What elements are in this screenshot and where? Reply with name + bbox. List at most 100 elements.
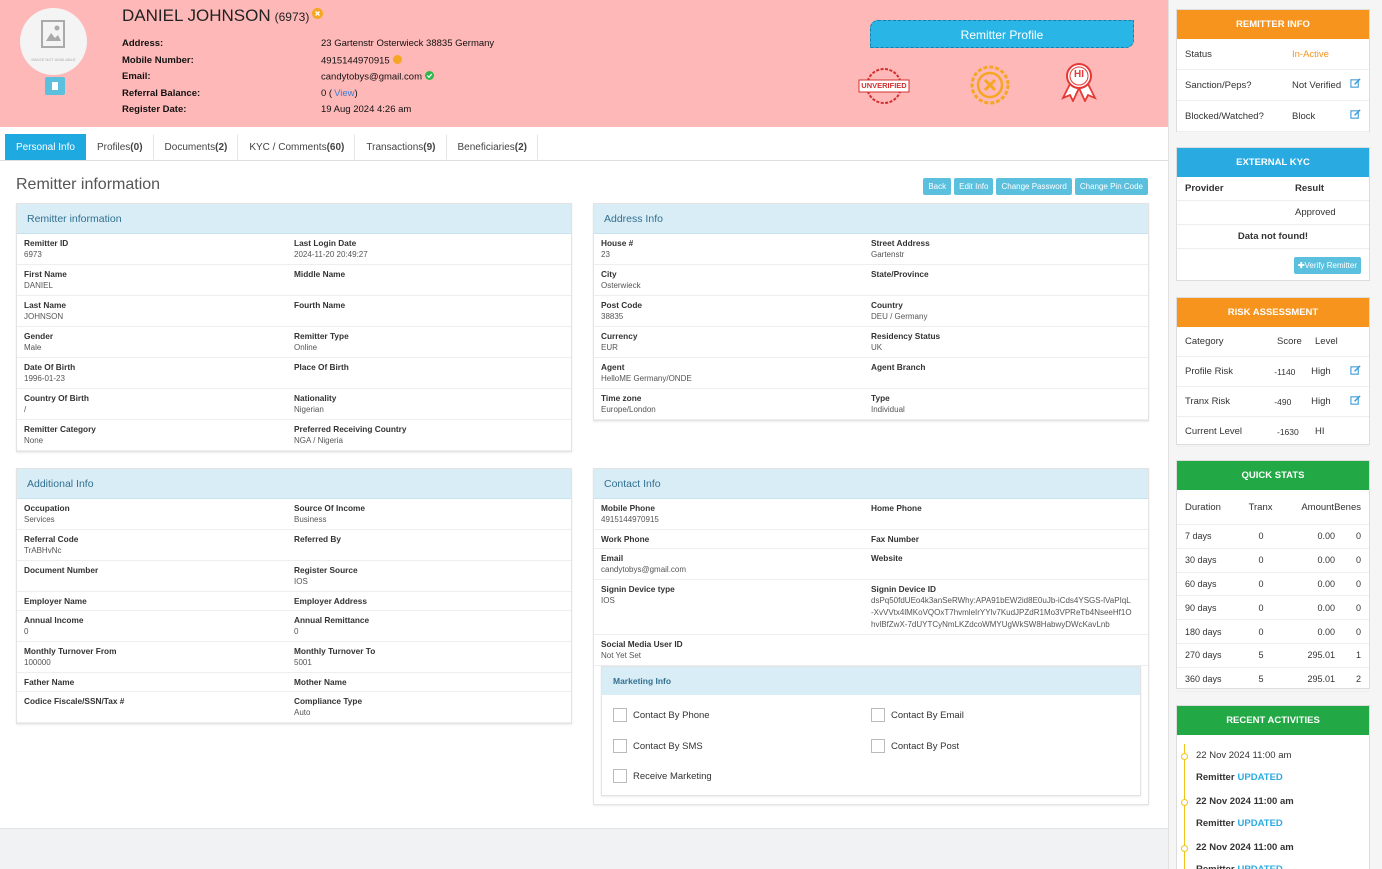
remitter-profile-button[interactable]: Remitter Profile <box>870 20 1134 48</box>
info-label: Monthly Turnover To <box>294 646 376 656</box>
info-label: Document Number <box>24 565 99 575</box>
sidebar-row: Category Score Level <box>1177 327 1369 357</box>
checkbox[interactable] <box>613 738 627 753</box>
tab[interactable]: Transactions(9) <box>355 134 447 160</box>
sidebar-row: 90 days 0 0.00 0 <box>1177 596 1369 621</box>
info-cell: Referral Code TrABHvNc <box>24 533 294 557</box>
tab[interactable]: Profiles(0) <box>86 134 154 160</box>
stat-cell: 270 days <box>1185 650 1222 661</box>
info-value: Block <box>1292 110 1316 122</box>
stat-cell: 0 <box>1258 602 1264 613</box>
timeline-line <box>1184 744 1185 869</box>
edit-icon[interactable] <box>1350 78 1361 92</box>
info-label: Mother Name <box>294 677 347 687</box>
checkbox[interactable] <box>871 738 885 753</box>
tab[interactable]: Beneficiaries(2) <box>447 134 538 160</box>
sidebar-row: Data not found! <box>1177 225 1369 249</box>
info-label: Gender <box>24 331 54 341</box>
marketing-option[interactable]: Contact By Email <box>871 701 1129 732</box>
sidebar-title: REMITTER INFO <box>1177 10 1369 39</box>
action-button[interactable]: Change Password <box>996 178 1072 195</box>
info-cell: Compliance Type Auto <box>294 695 564 719</box>
verify-button[interactable]: ✚Verify Remitter <box>1293 257 1361 274</box>
info-cell: Annual Remittance 0 <box>294 614 564 638</box>
info-cell: Home Phone <box>871 502 1141 526</box>
info-value: DANIEL <box>24 281 53 290</box>
info-cell: Date Of Birth 1996-01-23 <box>24 361 294 385</box>
info-label: State/Province <box>871 269 929 279</box>
edit-icon[interactable] <box>1350 109 1361 123</box>
tab[interactable]: KYC / Comments(60) <box>238 134 356 160</box>
tab[interactable]: Personal Info <box>5 134 86 160</box>
link[interactable]: View <box>334 87 355 99</box>
status-dot <box>312 6 324 24</box>
panel-title: Additional Info <box>17 469 571 499</box>
action-button[interactable]: Change Pin Code <box>1074 178 1148 195</box>
info-value: 0 <box>294 627 299 636</box>
info-label: Annual Remittance <box>294 615 370 625</box>
info-row: House # 23 Street Address Gartenstr <box>594 234 1148 265</box>
panel-title: Contact Info <box>594 469 1148 499</box>
info-cell: Country DEU / Germany <box>871 299 1141 323</box>
stat-cell: 0 <box>1355 531 1361 542</box>
warning-dot <box>392 54 402 67</box>
info-label: Street Address <box>871 238 930 248</box>
option-label: Contact By Post <box>891 740 960 752</box>
upload-button[interactable] <box>45 77 65 100</box>
risk-cell: High <box>1311 366 1331 377</box>
column-header: Tranx <box>1248 501 1273 513</box>
info-cell: Preferred Receiving Country NGA / Nigeria <box>294 423 564 447</box>
image-text: IMAGE NOT AVAILABLE <box>31 57 76 62</box>
info-label: Employer Address <box>294 596 368 606</box>
checkbox[interactable] <box>613 769 627 784</box>
info-label: Post Code <box>601 300 643 310</box>
info-value: 23 <box>601 250 610 259</box>
marketing-option[interactable]: Contact By SMS <box>613 732 871 763</box>
info-row: Signin Device type IOS Signin Device ID dsP… <box>594 580 1148 635</box>
tab[interactable]: Documents(2) <box>154 134 239 160</box>
info-cell: Email candytobys@gmail.com <box>601 552 871 576</box>
edit-icon[interactable] <box>1350 364 1361 379</box>
info-label: Monthly Turnover From <box>24 646 117 656</box>
info-cell: Referred By <box>294 533 564 557</box>
info-label: Employer Name <box>24 596 87 606</box>
info-cell: Signin Device type IOS <box>601 583 871 631</box>
value: 4915144970915 <box>321 55 390 67</box>
marketing-option[interactable]: Receive Marketing <box>613 762 871 793</box>
action-button[interactable]: Edit Info <box>954 178 994 195</box>
info-panel: Contact Info Mobile Phone 4915144970915 Hom… <box>593 468 1149 805</box>
info-label: Referred By <box>294 534 342 544</box>
info-row: Time zone Europe/London Type Individual <box>594 389 1148 420</box>
info-label: Sanction/Peps? <box>1185 79 1252 91</box>
info-row: Email candytobys@gmail.com Website <box>594 549 1148 580</box>
value: 0 ( <box>321 87 333 99</box>
info-row: Country Of Birth / Nationality Nigerian <box>17 389 571 420</box>
info-label: First Name <box>24 269 67 279</box>
field-label: Register Date: <box>122 104 187 116</box>
info-label: Type <box>871 393 890 403</box>
stat-cell: 30 days <box>1185 555 1217 566</box>
badge-text: HI <box>1074 69 1084 80</box>
info-cell: Nationality Nigerian <box>294 392 564 416</box>
info-label: Nationality <box>294 393 337 403</box>
info-cell: Source Of Income Business <box>294 502 564 526</box>
info-label: Remitter Type <box>294 331 349 341</box>
info-value: DEU / Germany <box>871 312 928 321</box>
info-cell: House # 23 <box>601 237 871 261</box>
marketing-option[interactable]: Contact By Post <box>871 732 1129 763</box>
edit-icon[interactable] <box>1350 394 1361 409</box>
stat-cell: 0 <box>1355 626 1361 637</box>
info-label: Remitter ID <box>24 238 69 248</box>
checkbox[interactable] <box>871 708 885 723</box>
option-label: Contact By SMS <box>633 740 703 752</box>
action-button[interactable]: Back <box>923 178 952 195</box>
info-row: Monthly Turnover From 100000 Monthly Turno… <box>17 642 571 673</box>
marketing-option[interactable]: Contact By Phone <box>613 701 871 732</box>
info-cell: Middle Name <box>294 268 564 292</box>
activity-action: UPDATED <box>1237 772 1283 783</box>
info-label: Referral Code <box>24 534 79 544</box>
activity-actor: Remitter <box>1196 772 1235 783</box>
info-value: In-Active <box>1292 48 1329 60</box>
field-label: Address: <box>122 38 164 49</box>
checkbox[interactable] <box>613 708 627 723</box>
